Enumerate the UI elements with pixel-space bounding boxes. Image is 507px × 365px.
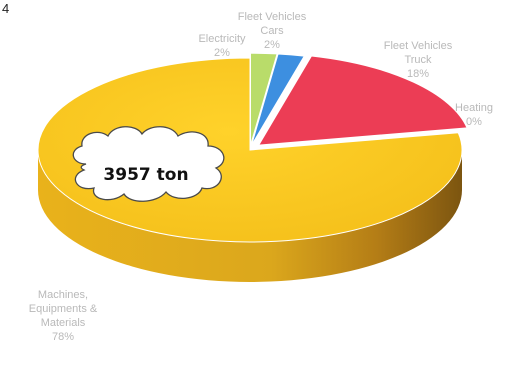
slice-label-line: Materials [41, 317, 86, 329]
slice-label-line: 2% [264, 39, 280, 51]
slice-label-line: Fleet Vehicles [238, 11, 307, 23]
total-emissions-label: 3957 ton [103, 165, 188, 185]
cloud-shape [72, 126, 225, 202]
pie-slice [250, 52, 278, 146]
slice-label-line: 2% [214, 47, 230, 59]
slice-label: Fleet Vehicles Cars 2% [238, 11, 307, 51]
slice-label-line: Truck [404, 54, 432, 66]
slice-label-line: Machines, [38, 289, 88, 301]
slice-label-line: 78% [52, 331, 74, 343]
slice-label-line: Electricity [198, 33, 246, 45]
slice-label-line: Heating [455, 102, 493, 114]
slice-label: Electricity 2% [198, 33, 246, 59]
slice-label-line: Fleet Vehicles [384, 40, 453, 52]
corner-label: 4 [2, 1, 9, 16]
slice-label: Heating 0% [455, 102, 493, 128]
slice-label-line: Equipments & [29, 303, 98, 315]
slice-label: Machines, Equipments & Materials 78% [29, 289, 98, 343]
slice-label: Fleet Vehicles Truck 18% [384, 40, 453, 80]
pie-slice [257, 55, 468, 146]
slice-label-line: 0% [466, 116, 482, 128]
pie-slice [251, 53, 306, 146]
slice-label-line: 18% [407, 68, 429, 80]
slice-label-line: Cars [260, 25, 284, 37]
annotation-cloud: 3957 ton [72, 126, 225, 202]
pie-slice-side [38, 150, 462, 282]
